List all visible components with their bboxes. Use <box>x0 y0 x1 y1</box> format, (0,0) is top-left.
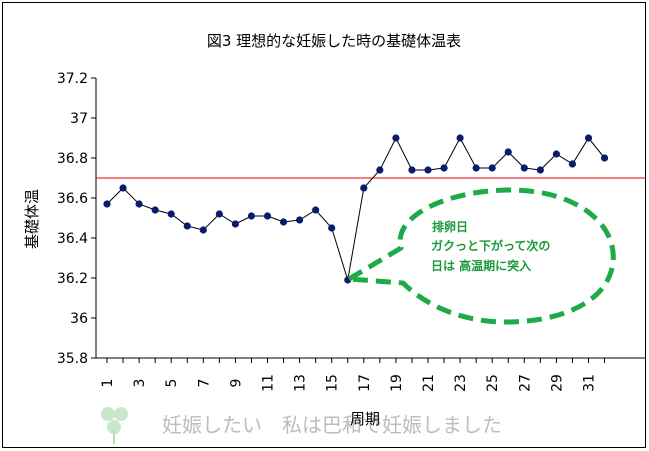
data-point <box>312 206 320 214</box>
data-point <box>119 184 127 192</box>
data-point <box>328 224 336 232</box>
data-point <box>151 206 159 214</box>
data-point <box>263 212 272 220</box>
y-tick-label: 36.8 <box>57 151 88 167</box>
data-point <box>424 166 432 174</box>
x-tick-label: 13 <box>293 374 309 392</box>
x-tick-label: 11 <box>261 374 277 392</box>
y-axis: 35.8 36 36.2 36.4 36.6 36.8 37 37.2 <box>57 71 97 367</box>
callout-line-2: ガクっと下がって次の <box>431 238 550 253</box>
y-tick-label: 37.2 <box>57 71 88 87</box>
clover-icon <box>101 407 128 444</box>
y-tick-label: 36.2 <box>57 271 88 287</box>
data-point <box>376 166 384 174</box>
y-tick-label: 37 <box>70 111 88 127</box>
data-point <box>552 150 561 158</box>
x-tick-label: 21 <box>421 374 437 392</box>
x-tick-label: 27 <box>517 374 533 392</box>
chart-title: 図3 理想的な妊娠した時の基礎体温表 <box>207 32 461 50</box>
y-tick-label: 36.4 <box>57 231 88 247</box>
data-point <box>215 210 223 218</box>
series-group <box>103 134 609 284</box>
watermark: 妊娠したい 私は巴和で妊娠しました <box>101 407 502 444</box>
data-point <box>231 220 239 228</box>
data-point <box>472 164 480 172</box>
data-point <box>536 166 544 174</box>
data-point <box>504 148 512 156</box>
y-tick-label: 36.6 <box>57 191 88 207</box>
data-point <box>520 164 528 172</box>
annotation-callout: 排卵日 ガクっと下がって次の 日は 高温期に突入 <box>346 187 616 325</box>
x-tick-label: 5 <box>164 379 180 388</box>
data-point <box>440 164 448 172</box>
data-point <box>296 216 304 224</box>
data-point <box>584 134 593 142</box>
x-axis-title: 周期 <box>350 410 380 428</box>
callout-line-1: 排卵日 <box>432 219 468 234</box>
x-tick-label: 31 <box>582 374 598 392</box>
x-tick-label: 9 <box>228 379 244 388</box>
data-point <box>392 134 400 142</box>
x-tick-label: 29 <box>549 374 565 392</box>
data-point <box>199 226 207 234</box>
x-tick-label: 25 <box>485 374 501 392</box>
data-point <box>279 218 288 226</box>
x-tick-label: 3 <box>132 379 148 388</box>
callout-line-3: 日は 高温期に突入 <box>431 258 531 273</box>
x-tick-label: 17 <box>357 374 373 392</box>
data-point <box>247 212 256 220</box>
watermark-text: 妊娠したい 私は巴和で妊娠しました <box>162 413 502 437</box>
data-point <box>456 134 464 142</box>
data-point <box>103 200 111 208</box>
y-tick-label: 36 <box>70 311 88 327</box>
data-point <box>568 160 577 168</box>
data-point <box>183 222 191 230</box>
y-tick-label: 35.8 <box>57 351 88 367</box>
x-axis: 1 3 5 7 9 11 13 15 17 19 21 23 25 27 29 31 <box>96 357 646 392</box>
x-tick-label: 19 <box>389 374 405 392</box>
y-axis-title: 基礎体温 <box>23 189 41 249</box>
callout-bubble <box>346 187 616 325</box>
x-tick-label: 15 <box>325 374 341 392</box>
data-point <box>135 200 143 208</box>
x-tick-label: 23 <box>453 374 469 392</box>
data-point <box>600 154 609 162</box>
data-point <box>488 164 496 172</box>
x-tick-label: 7 <box>196 379 212 388</box>
data-point <box>167 210 175 218</box>
data-point <box>360 184 368 192</box>
x-tick-label: 1 <box>100 379 116 388</box>
data-point <box>408 166 416 174</box>
